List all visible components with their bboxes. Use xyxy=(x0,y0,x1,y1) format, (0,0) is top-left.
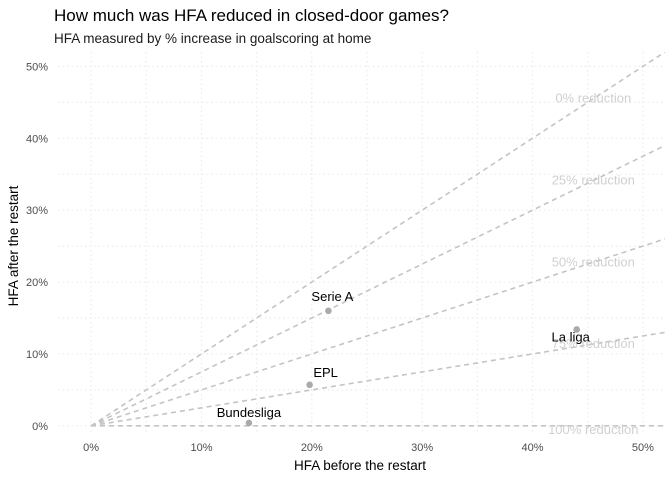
reference-label: 75% reduction xyxy=(552,336,635,351)
reference-lines xyxy=(90,52,665,427)
data-points xyxy=(245,307,581,427)
x-tick-label: 50% xyxy=(632,442,654,454)
y-tick-label: 20% xyxy=(26,277,48,289)
x-tick-label: 40% xyxy=(522,442,544,454)
reference-labels: 0% reduction 25% reduction 50% reduction 75… xyxy=(548,91,638,437)
data-point-label: La liga xyxy=(552,329,591,344)
reference-line xyxy=(90,144,665,427)
reference-line xyxy=(90,52,665,427)
data-point-label: Serie A xyxy=(311,289,353,304)
reference-label: 25% reduction xyxy=(552,172,635,187)
data-point-label: EPL xyxy=(313,365,338,380)
reference-label: 50% reduction xyxy=(552,254,635,269)
data-point-label: Bundesliga xyxy=(217,405,282,420)
reference-line xyxy=(90,238,665,427)
gridlines xyxy=(58,52,665,433)
x-tick-label: 20% xyxy=(301,442,323,454)
y-axis-title: HFA after the restart xyxy=(6,185,21,306)
data-point xyxy=(325,307,332,315)
y-tick-label: 30% xyxy=(26,205,48,217)
x-tick-label: 0% xyxy=(83,442,99,454)
data-point-labels: Serie A La liga EPL Bundesliga xyxy=(217,289,591,420)
reference-label: 100% reduction xyxy=(548,422,638,437)
chart-subtitle: HFA measured by % increase in goalscorin… xyxy=(54,31,371,46)
reference-label: 0% reduction xyxy=(555,91,631,106)
x-axis-ticks: 0% 10% 20% 30% 40% 50% xyxy=(83,442,654,454)
y-tick-label: 50% xyxy=(26,61,48,73)
y-tick-label: 40% xyxy=(26,133,48,145)
y-tick-label: 10% xyxy=(26,349,48,361)
data-point xyxy=(306,381,313,389)
x-tick-label: 30% xyxy=(411,442,433,454)
x-axis-title: HFA before the restart xyxy=(294,458,426,473)
x-tick-label: 10% xyxy=(190,442,212,454)
y-axis-ticks: 0% 10% 20% 30% 40% 50% xyxy=(26,61,48,432)
y-tick-label: 0% xyxy=(32,421,48,433)
reference-line xyxy=(90,331,665,427)
chart-title: How much was HFA reduced in closed-door … xyxy=(54,6,449,25)
data-point xyxy=(573,326,581,333)
data-point xyxy=(245,419,253,427)
